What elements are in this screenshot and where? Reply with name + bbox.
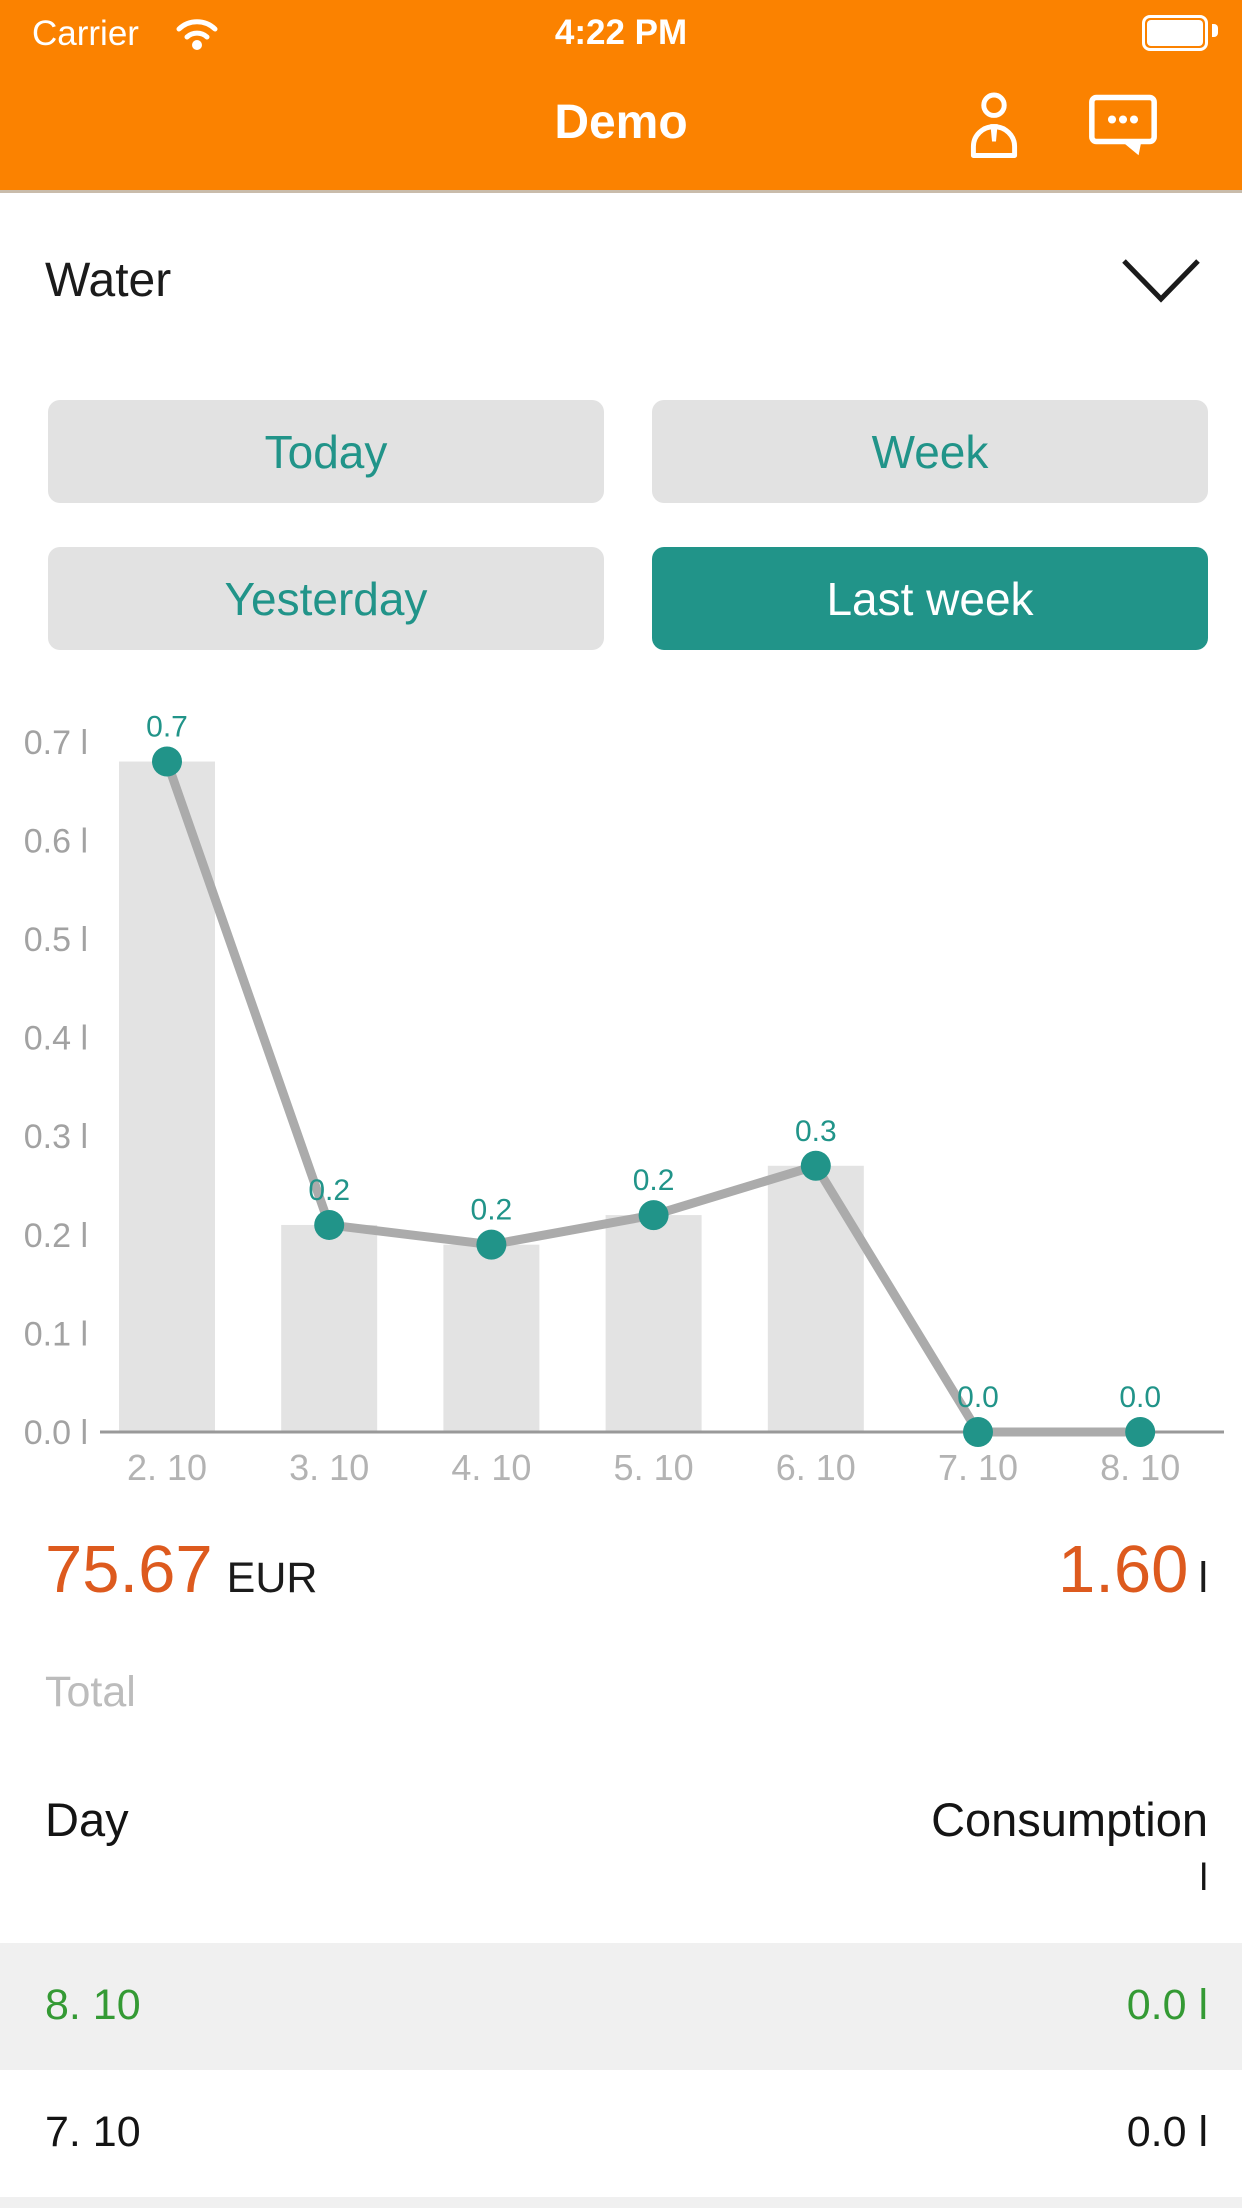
chat-button[interactable] (1088, 92, 1158, 163)
header-bar: Carrier 4:22 PM Demo (0, 0, 1242, 190)
carrier-label: Carrier (32, 14, 139, 53)
x-tick-label: 4. 10 (451, 1447, 531, 1488)
total-volume-value: 1.60 (1058, 1532, 1189, 1607)
header-divider (0, 190, 1242, 193)
chart-bar (605, 1215, 702, 1432)
chart-point (476, 1229, 507, 1260)
x-tick-label: 3. 10 (289, 1447, 369, 1488)
y-tick-label: 0.7 l (24, 724, 88, 762)
chart-point-label: 0.2 (308, 1174, 350, 1207)
chart-bar (119, 761, 215, 1432)
chart-point (314, 1209, 345, 1240)
battery-cap (1212, 24, 1218, 37)
consumption-chart: 0.0 l 0.1 l 0.2 l 0.3 l 0.4 l 0.5 l 0.6 l 0.7 l… (0, 700, 1242, 1490)
totals-row: 75.67 EUR 1.60 l (45, 1528, 1208, 1608)
total-cost-value: 75.67 (45, 1532, 213, 1607)
total-cost: 75.67 EUR (45, 1531, 317, 1608)
y-tick-label: 0.2 l (24, 1217, 88, 1255)
y-tick-label: 0.5 l (24, 921, 88, 959)
chart-bar (281, 1224, 378, 1432)
next-row-partial (0, 2197, 1242, 2208)
meter-selector[interactable]: Water (0, 245, 1242, 325)
chart-point (963, 1417, 993, 1447)
y-tick-label: 0.3 l (24, 1118, 88, 1156)
profile-button[interactable] (966, 92, 1022, 163)
table-row: 7. 10 0.0 l (0, 2070, 1242, 2197)
y-tick-label: 0.4 l (24, 1020, 88, 1058)
column-header-consumption-label: Consumption (931, 1793, 1208, 1846)
chart-point-label: 0.0 (957, 1381, 999, 1414)
period-button-week[interactable]: Week (652, 400, 1208, 503)
chart-point (638, 1200, 669, 1231)
table-row: 8. 10 0.0 l (0, 1943, 1242, 2070)
row-day: 8. 10 (45, 1981, 141, 2029)
chart-point (800, 1150, 831, 1181)
x-tick-label: 6. 10 (776, 1447, 856, 1488)
chevron-down-icon (1120, 257, 1202, 310)
consumption-table-rows: 8. 10 0.0 l 7. 10 0.0 l (0, 1943, 1242, 2197)
meter-selector-label: Water (45, 254, 172, 307)
clock: 4:22 PM (554, 13, 688, 52)
column-header-consumption: Consumption l (931, 1792, 1208, 1900)
chart-point-label: 0.7 (146, 711, 188, 744)
x-tick-label: 8. 10 (1100, 1447, 1180, 1488)
x-tick-label: 2. 10 (127, 1447, 207, 1488)
battery-full-icon (1142, 15, 1208, 51)
chart-point (152, 746, 182, 777)
chart-point (1125, 1417, 1156, 1447)
y-tick-label: 0.6 l (24, 822, 88, 860)
x-tick-label: 5. 10 (614, 1447, 694, 1488)
total-volume-unit: l (1198, 1554, 1208, 1602)
chart-bar (767, 1165, 864, 1432)
column-header-unit: l (1199, 1857, 1208, 1899)
row-day: 7. 10 (45, 2108, 141, 2156)
period-button-yesterday[interactable]: Yesterday (48, 547, 604, 650)
column-header-day: Day (45, 1793, 129, 1846)
y-tick-label: 0.0 l (24, 1414, 88, 1452)
chart-point-label: 0.0 (1119, 1381, 1161, 1414)
chart-bar (443, 1244, 540, 1432)
wifi-icon (175, 16, 219, 55)
total-cost-unit: EUR (226, 1554, 318, 1602)
row-consumption: 0.0 l (1126, 2108, 1208, 2156)
page-title: Demo (554, 96, 688, 149)
status-bar: Carrier 4:22 PM (0, 0, 1242, 62)
period-button-today[interactable]: Today (48, 400, 604, 503)
x-tick-label: 7. 10 (938, 1447, 1018, 1488)
chart-point-label: 0.2 (633, 1164, 675, 1197)
total-volume: 1.60 l (1058, 1531, 1208, 1608)
row-consumption: 0.0 l (1126, 1981, 1208, 2029)
period-button-last-week[interactable]: Last week (652, 547, 1208, 650)
chart-point-label: 0.3 (795, 1115, 837, 1148)
total-caption: Total (45, 1668, 136, 1716)
y-tick-label: 0.1 l (24, 1315, 88, 1353)
chart-point-label: 0.2 (471, 1194, 513, 1227)
